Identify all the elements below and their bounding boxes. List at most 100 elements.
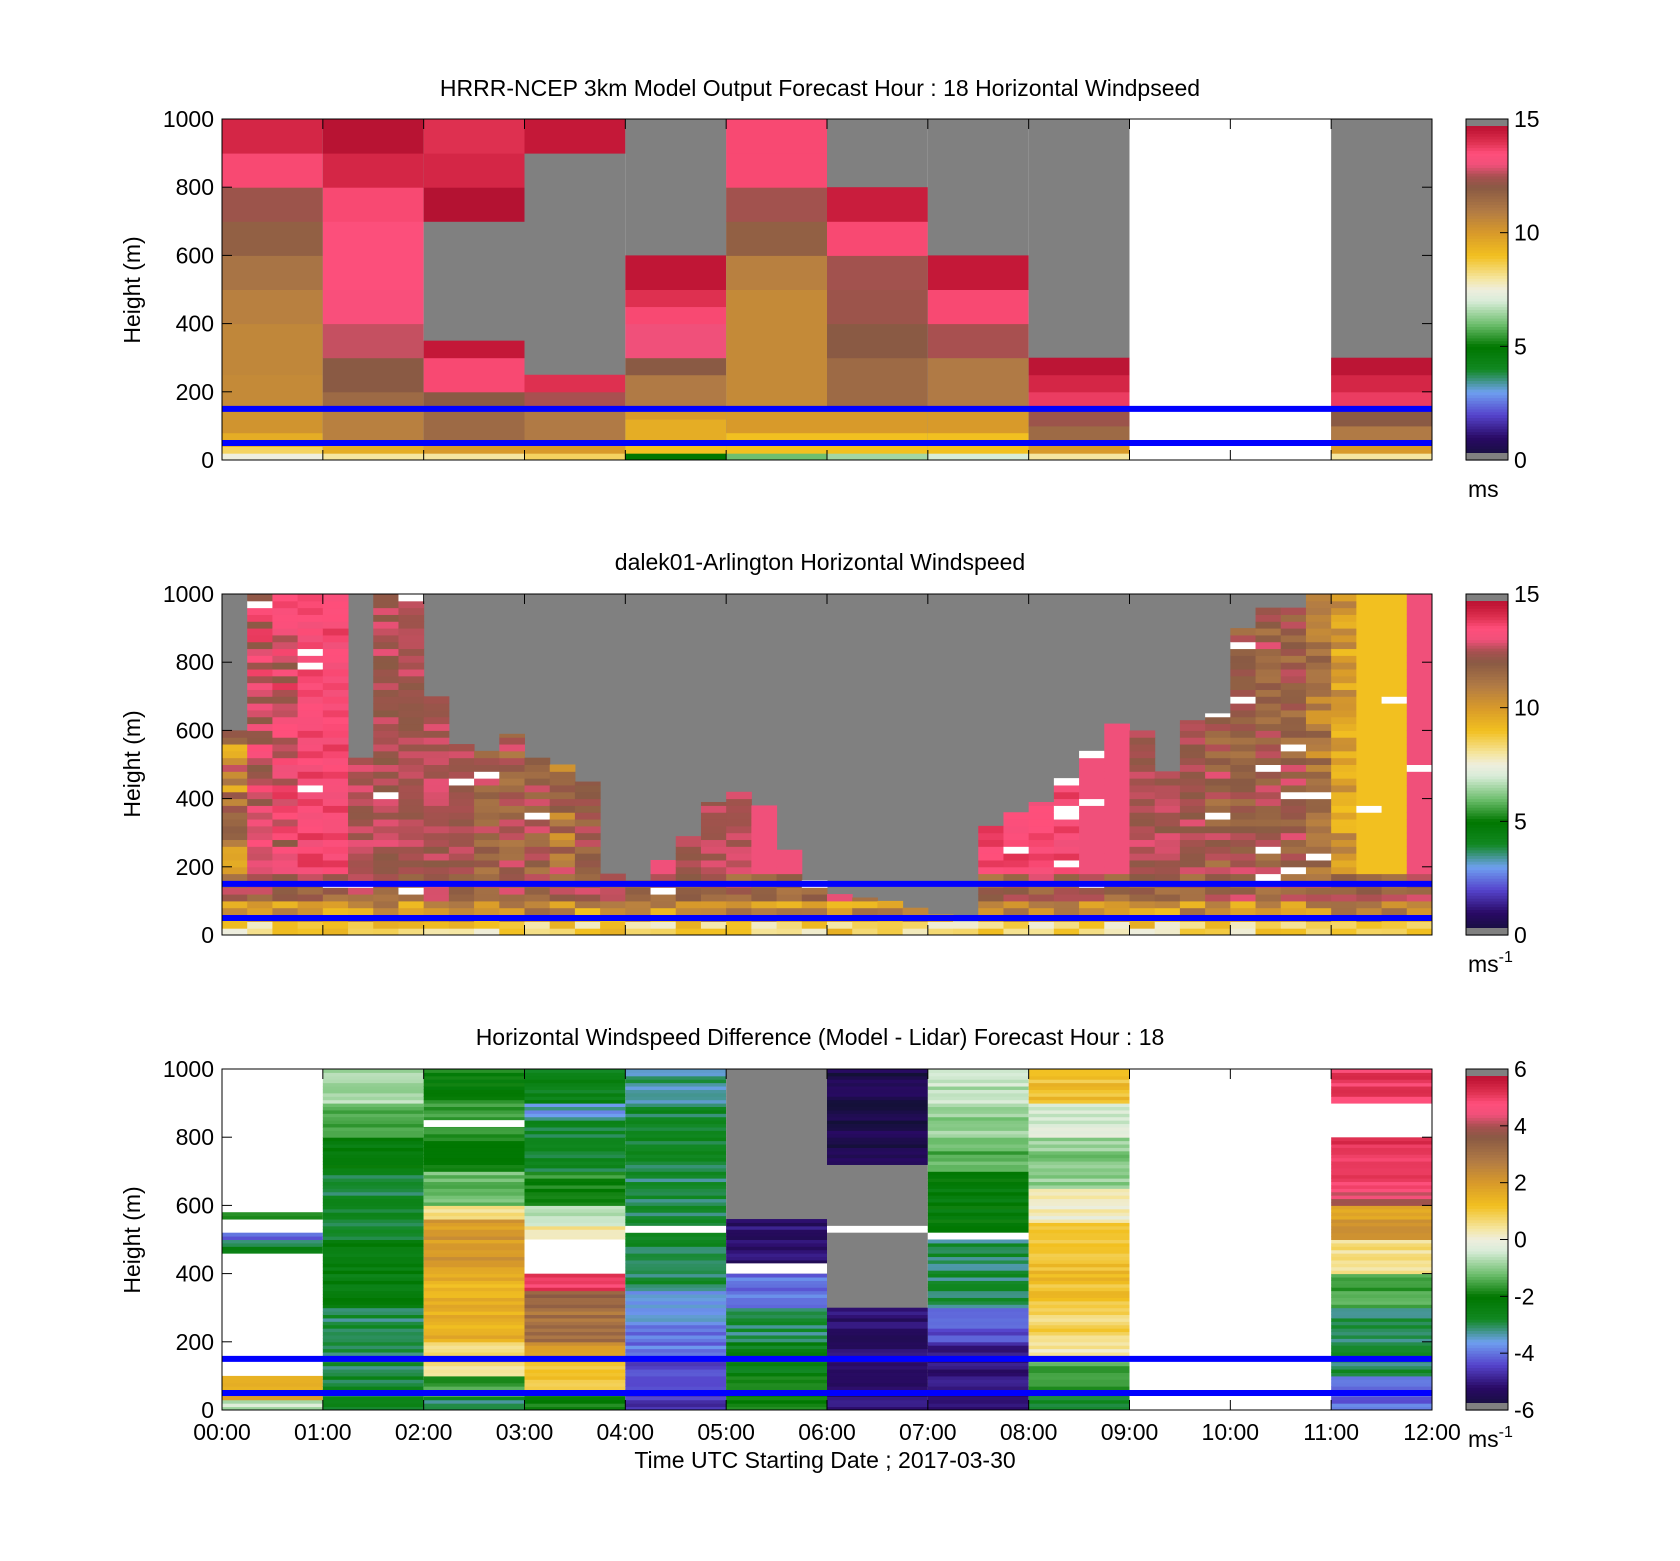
heatmap-cell [322, 771, 349, 779]
heatmap-cell [1028, 1215, 1130, 1220]
heatmap-cell [1381, 594, 1408, 602]
heatmap-cell [675, 839, 702, 847]
heatmap-cell [625, 1236, 727, 1240]
colorbar-swatch [1466, 298, 1508, 302]
heatmap-cell [423, 1406, 525, 1411]
heatmap-cell [700, 832, 727, 841]
heatmap-cell [1230, 846, 1257, 854]
heatmap-cell [978, 866, 1004, 875]
heatmap-cell [1129, 907, 1156, 916]
heatmap-cell [1280, 764, 1307, 772]
colorbar-swatch [1466, 616, 1508, 621]
heatmap-cell [1406, 873, 1433, 881]
heatmap-cell [322, 408, 424, 441]
heatmap-cell [953, 921, 979, 929]
heatmap-cell [448, 771, 475, 779]
heatmap-cell [1331, 1263, 1432, 1268]
heatmap-cell [322, 594, 349, 602]
heatmap-cell [1129, 921, 1156, 929]
heatmap-cell [297, 778, 324, 786]
heatmap-cell [1129, 894, 1156, 902]
colorbar-swatch [1466, 883, 1508, 888]
heatmap-cell [398, 709, 425, 718]
x-tick-label: 01:00 [294, 1419, 352, 1445]
heatmap-cell [499, 873, 525, 881]
colorbar-swatch [1466, 141, 1508, 146]
colorbar-cap [1466, 453, 1508, 460]
heatmap-cell [373, 812, 399, 820]
heatmap-cell [1028, 1096, 1130, 1101]
heatmap-cell [650, 928, 677, 936]
heatmap-cell [978, 873, 1004, 881]
colorbar-swatch [1466, 369, 1508, 373]
heatmap-cell [1280, 696, 1307, 704]
heatmap-cell [1331, 1167, 1432, 1172]
colorbar-tick-label: 2 [1514, 1170, 1527, 1196]
heatmap-cell [1381, 778, 1408, 786]
heatmap-cell [1053, 859, 1080, 868]
heatmap-cell [524, 846, 551, 854]
heatmap-cell [1179, 723, 1206, 731]
heatmap-cell [348, 784, 374, 793]
colorbar-swatch [1466, 448, 1508, 453]
colorbar-swatch [1466, 278, 1508, 282]
colorbar-swatch [1466, 1296, 1508, 1300]
heatmap-cell [1356, 866, 1383, 875]
heatmap-cell [322, 1294, 424, 1298]
heatmap-cell [1305, 641, 1332, 650]
colorbar-swatch [1466, 653, 1508, 658]
heatmap-cell [272, 744, 299, 752]
heatmap-cell [1331, 374, 1432, 393]
heatmap-cell [272, 737, 299, 745]
heatmap-cell [272, 859, 299, 868]
heatmap-cell [348, 757, 374, 765]
heatmap-cell [1331, 839, 1357, 847]
heatmap-cell [574, 853, 601, 861]
heatmap-cell [322, 1198, 424, 1203]
heatmap-cell [448, 832, 475, 841]
heatmap-cell [625, 1273, 727, 1278]
heatmap-cell [524, 1195, 626, 1200]
heatmap-cell [322, 1280, 424, 1285]
heatmap-cell [1179, 866, 1206, 875]
heatmap-cell [927, 1365, 1029, 1370]
heatmap-cell [1356, 716, 1383, 725]
heatmap-cell [423, 744, 450, 752]
heatmap-cell [827, 1113, 928, 1118]
heatmap-cell [1053, 853, 1080, 861]
colorbar-swatch [1466, 190, 1508, 194]
heatmap-cell [1230, 682, 1257, 690]
heatmap-cell [222, 153, 323, 188]
heatmap-cell [1230, 778, 1257, 786]
no-data-gap [827, 1225, 928, 1233]
heatmap-cell [322, 648, 349, 656]
heatmap-cell [625, 1321, 727, 1326]
heatmap-cell [373, 846, 399, 854]
heatmap-cell [1331, 1184, 1432, 1189]
heatmap-cell [726, 819, 752, 827]
heatmap-cell [574, 805, 601, 813]
heatmap-cell [1129, 798, 1156, 806]
heatmap-cell [1305, 798, 1332, 806]
heatmap-cell [927, 1147, 1029, 1152]
heatmap-cell [1331, 853, 1357, 861]
heatmap-cell [322, 1161, 424, 1165]
heatmap-cell [625, 374, 727, 410]
heatmap-cell [1381, 600, 1408, 609]
heatmap-cell [322, 1089, 424, 1094]
heatmap-cell [927, 1167, 1029, 1172]
heatmap-cell [1255, 819, 1282, 827]
heatmap-cell [549, 859, 576, 868]
heatmap-cell [751, 853, 778, 861]
heatmap-cell [499, 805, 525, 813]
heatmap-cell [1280, 628, 1307, 636]
heatmap-cell [373, 669, 399, 677]
heatmap-cell [1003, 866, 1030, 875]
colorbar-swatch [1466, 738, 1508, 743]
heatmap-cell [322, 1242, 424, 1247]
heatmap-cell [322, 1263, 424, 1268]
heatmap-cell [1028, 1369, 1130, 1373]
heatmap-cell [297, 662, 324, 670]
heatmap-cell [1053, 873, 1080, 881]
colorbar-swatch [1466, 1088, 1508, 1093]
